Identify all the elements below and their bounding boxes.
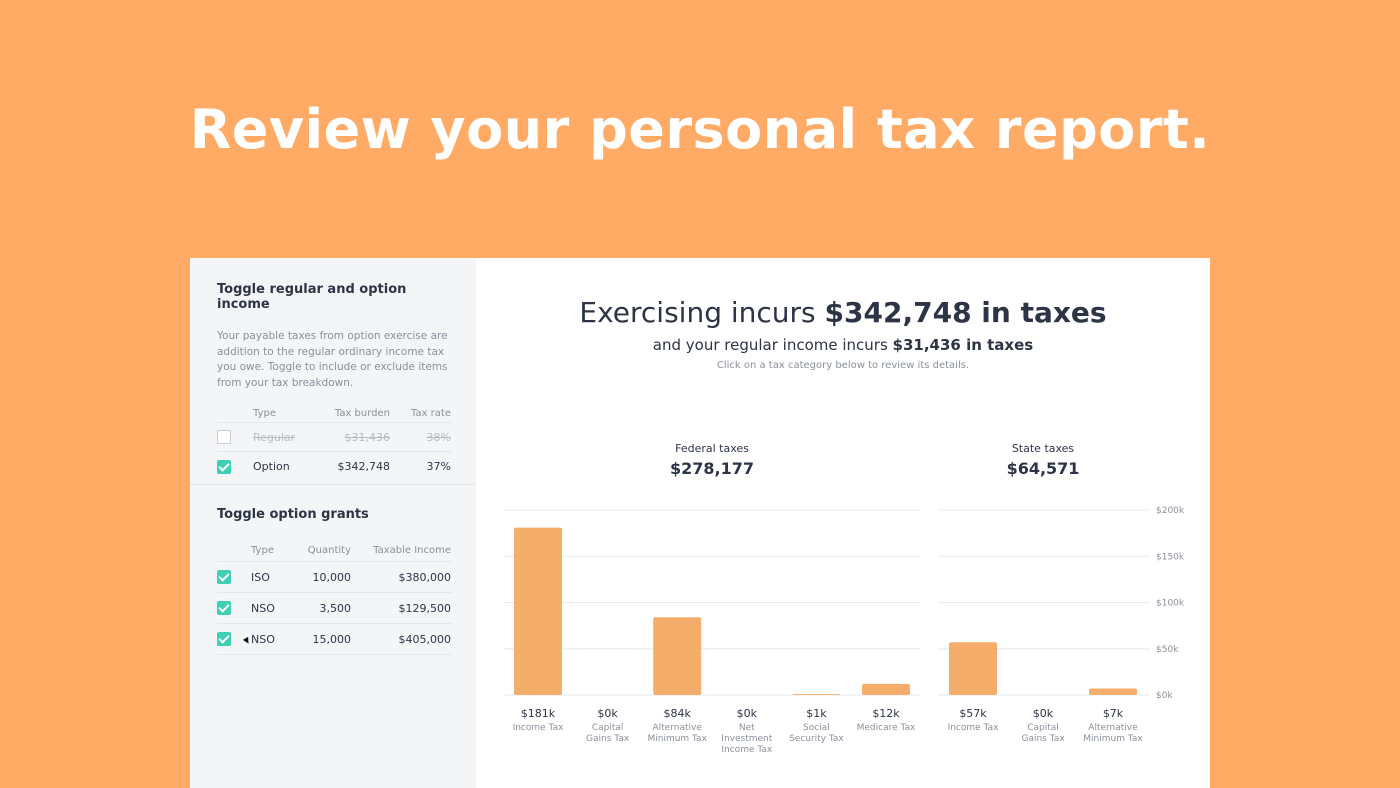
grant-taxable-income: $380,000: [398, 570, 452, 584]
state-bar-value-label: $0k: [1033, 707, 1054, 720]
hero-title: Review your personal tax report.: [189, 98, 1211, 161]
y-tick-label: $200k: [1156, 506, 1185, 516]
y-tick-label: $50k: [1156, 645, 1179, 655]
header-type: Type: [251, 545, 274, 556]
headline-prefix: Exercising incurs: [579, 296, 825, 329]
state-category-label: Income Tax: [948, 723, 1000, 733]
income-toggle-description: Your payable taxes from option exercise …: [217, 330, 448, 389]
grants-toggle-section: Toggle option grants Type Quantity Taxab…: [190, 485, 476, 655]
grant-taxable-income: $129,500: [398, 601, 452, 615]
grant-checkbox[interactable]: [217, 632, 231, 646]
row-tax-burden: $342,748: [337, 460, 391, 473]
row-tax-rate: 38%: [426, 430, 451, 444]
row-tax-burden: $31,436: [344, 430, 391, 444]
grant-type: ISO: [251, 570, 270, 584]
federal-bar-value-label: $181k: [521, 707, 556, 720]
state-category-label: Alternative Minimum Tax: [1083, 723, 1143, 744]
federal-bar-value-label: $0k: [597, 707, 618, 720]
federal-category-label: Social Security Tax: [789, 723, 844, 744]
grants-toggle-title: Toggle option grants: [217, 507, 369, 522]
header-tax-rate: Tax rate: [411, 408, 451, 419]
grant-taxable-income: $405,000: [398, 632, 452, 646]
state-taxes-value: $64,571: [1006, 459, 1080, 478]
federal-category-label: Medicare Tax: [857, 723, 916, 733]
state-category-label: Capital Gains Tax: [1021, 723, 1065, 744]
subline-prefix: and your regular income incurs: [652, 336, 893, 354]
federal-taxes-value: $278,177: [669, 459, 754, 478]
grant-type: NSO: [251, 632, 275, 646]
grant-type: NSO: [251, 601, 275, 615]
grant-row[interactable]: NSO 15,000 $405,000: [217, 624, 451, 655]
income-toggle-section: Toggle regular and option income Your pa…: [190, 258, 476, 485]
income-toggle-title: Toggle regular and option income: [217, 282, 407, 312]
federal-taxes-group: Federal taxes $278,177: [662, 442, 762, 478]
row-type: Regular: [253, 430, 296, 444]
grants-table: Type Quantity Taxable Income ISO 10,000 …: [217, 540, 451, 655]
federal-taxes-title: Federal taxes: [675, 442, 749, 455]
federal-bar: [792, 694, 841, 695]
header-type: Type: [253, 408, 276, 419]
federal-bar: [514, 527, 562, 695]
row-type: Option: [253, 460, 290, 473]
income-table: Type Tax burden Tax rate Regular $31,436…: [217, 405, 451, 481]
federal-bar-value-label: $12k: [872, 707, 900, 720]
state-taxes-group: State taxes $64,571: [993, 442, 1093, 478]
grant-checkbox[interactable]: [217, 570, 231, 584]
y-tick-label: $0k: [1156, 691, 1173, 701]
federal-category-label: Alternative Minimum Tax: [647, 723, 707, 744]
regular-tax-subline: and your regular income incurs $31,436 i…: [476, 336, 1210, 354]
grant-checkbox[interactable]: [217, 601, 231, 615]
federal-bar: [862, 683, 910, 695]
row-tax-rate: 37%: [426, 460, 451, 473]
federal-category-label: Capital Gains Tax: [586, 723, 630, 744]
headline-amount: $342,748 in taxes: [824, 296, 1107, 329]
federal-category-label: Net Investment Income Tax: [721, 723, 773, 755]
tax-bar-chart: $0k $50k $100k $150k $200k $181k Income Tax $0k…: [504, 506, 1185, 755]
federal-bar: [653, 617, 702, 695]
state-bar-value-label: $57k: [959, 707, 987, 720]
option-income-checkbox[interactable]: [217, 459, 231, 474]
state-bar: [1089, 688, 1137, 695]
tax-report-panel: Toggle regular and option income Your pa…: [190, 258, 1210, 788]
income-row-option[interactable]: Option $342,748 37%: [217, 452, 451, 481]
subline-amount: $31,436 in taxes: [892, 336, 1034, 354]
grant-row[interactable]: ISO 10,000 $380,000: [217, 562, 451, 593]
y-tick-label: $150k: [1156, 552, 1185, 562]
header-quantity: Quantity: [307, 545, 351, 556]
federal-category-label: Income Tax: [513, 723, 565, 733]
federal-bar-value-label: $0k: [737, 707, 758, 720]
sidebar: Toggle regular and option income Your pa…: [190, 258, 476, 788]
state-taxes-title: State taxes: [1011, 442, 1075, 455]
regular-income-checkbox[interactable]: [217, 430, 231, 444]
option-tax-headline: Exercising incurs $342,748 in taxes: [476, 296, 1210, 329]
header-taxable-income: Taxable Income: [373, 545, 451, 556]
grants-table-header: Type Quantity Taxable Income: [217, 540, 451, 562]
federal-bar-value-label: $84k: [664, 707, 692, 720]
tax-summary: Exercising incurs $342,748 in taxes and …: [476, 258, 1210, 788]
grant-quantity: 10,000: [312, 570, 352, 584]
instruction-hint: Click on a tax category below to review …: [716, 360, 970, 371]
grant-quantity: 3,500: [319, 601, 352, 615]
y-tick-label: $100k: [1156, 599, 1185, 609]
state-bar: [949, 642, 997, 695]
header-tax-burden: Tax burden: [334, 408, 390, 419]
income-row-regular[interactable]: Regular $31,436 38%: [217, 423, 451, 452]
grant-row[interactable]: NSO 3,500 $129,500: [217, 593, 451, 624]
federal-bar-value-label: $1k: [806, 707, 827, 720]
grant-quantity: 15,000: [312, 632, 352, 646]
state-bar-value-label: $7k: [1103, 707, 1124, 720]
income-table-header: Type Tax burden Tax rate: [217, 405, 451, 423]
